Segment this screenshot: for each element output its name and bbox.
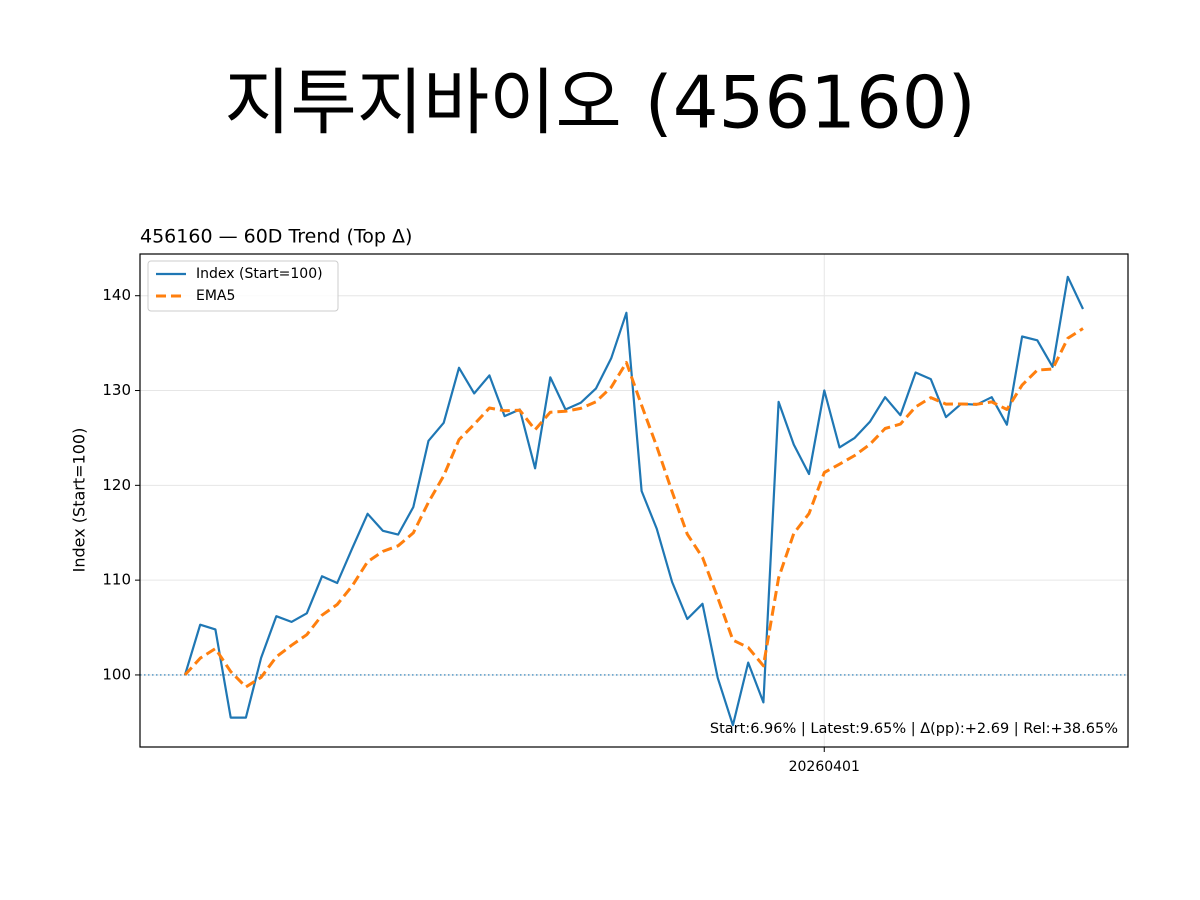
- series-line: [183, 275, 1084, 727]
- y-axis-label: Index (Start=100): [70, 428, 89, 573]
- legend-box: [147, 260, 339, 312]
- legend-label: EMA5: [196, 288, 235, 304]
- annotation: Start:6.96% | Latest:9.65% | Δ(pp):+2.69…: [710, 721, 1118, 737]
- y-tick-label: 120: [102, 476, 131, 494]
- series-line: [183, 327, 1084, 689]
- y-tick-label: 100: [102, 665, 131, 683]
- chart-title: 지투지바이오 (456160): [224, 61, 975, 145]
- y-tick-label: 140: [102, 286, 131, 304]
- plot-frame: [139, 253, 1129, 748]
- y-tick-label: 110: [102, 571, 131, 589]
- legend-label: Index (Start=100): [196, 266, 323, 282]
- chart-subtitle: 456160 — 60D Trend (Top Δ): [140, 226, 412, 248]
- y-tick-label: 130: [102, 381, 131, 399]
- x-tick-label: 20260401: [789, 759, 860, 775]
